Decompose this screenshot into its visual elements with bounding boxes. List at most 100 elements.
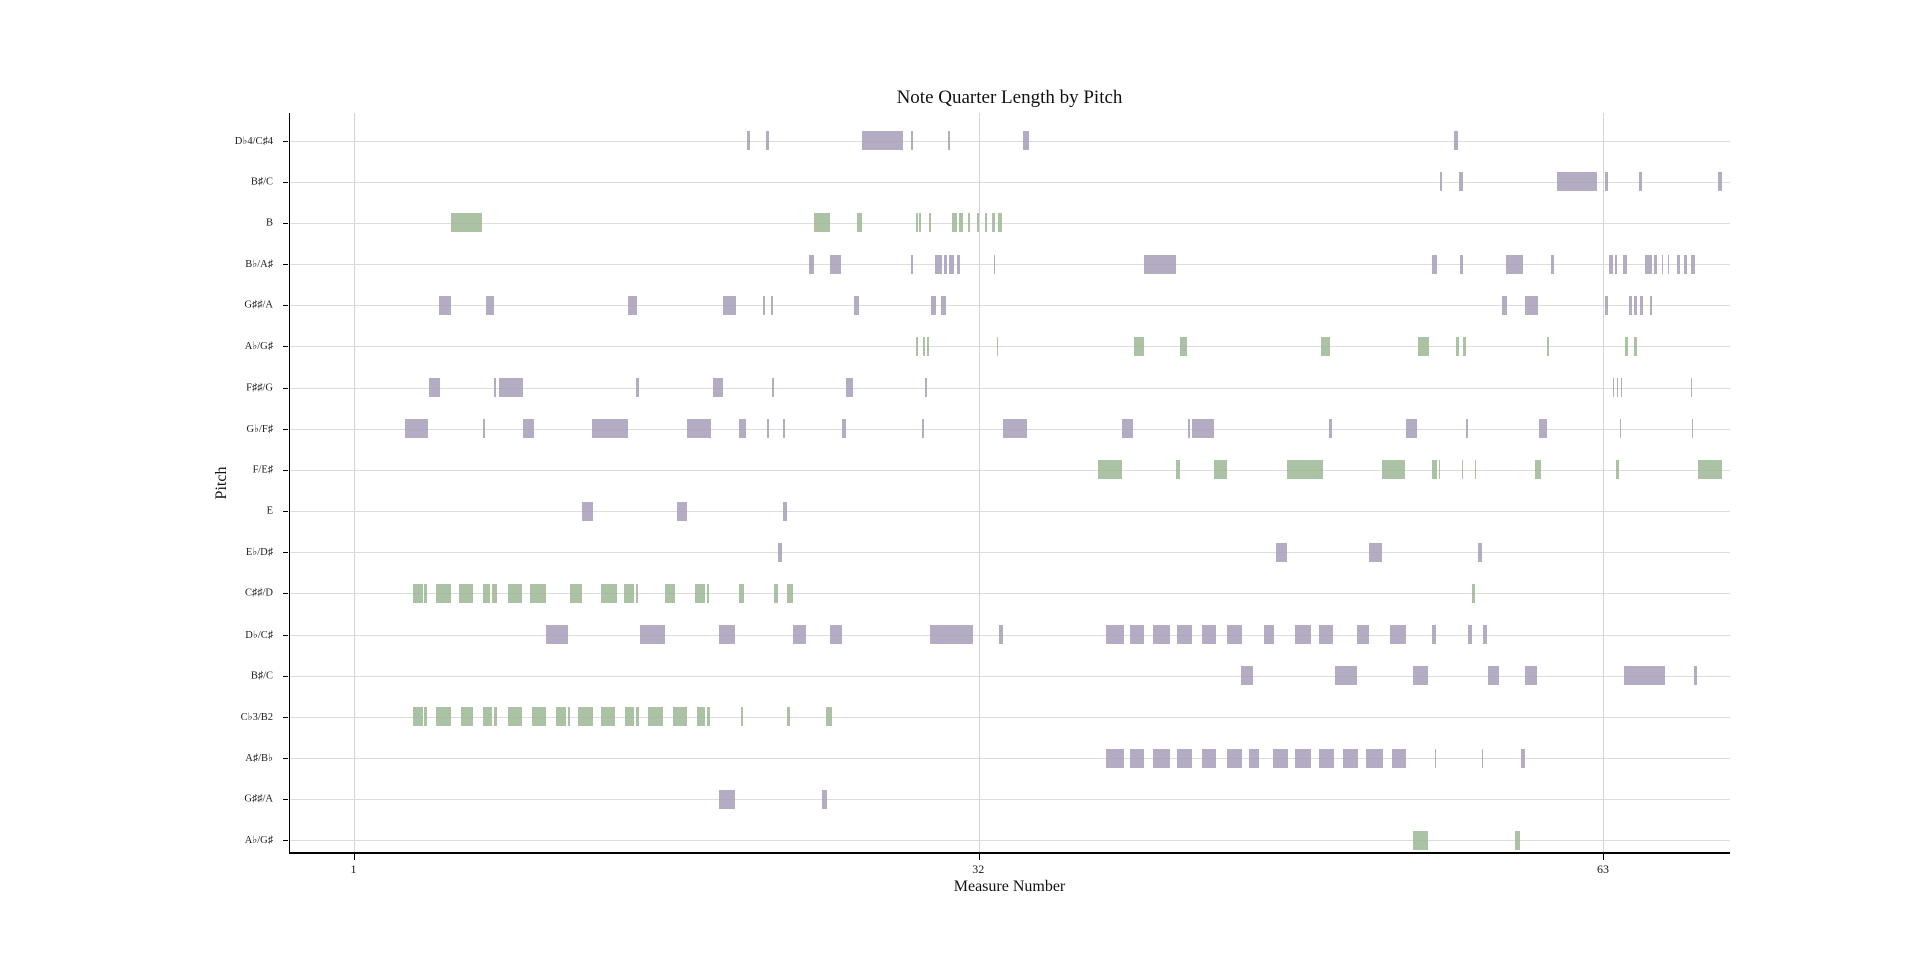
note-bar xyxy=(1335,666,1358,686)
note-bar xyxy=(1180,336,1188,356)
note-bar xyxy=(772,378,774,398)
y-tick-mark xyxy=(283,675,288,677)
note-bar xyxy=(1639,172,1643,192)
note-bar xyxy=(821,789,827,809)
note-bar xyxy=(984,213,987,233)
x-gridline xyxy=(1603,113,1605,852)
y-tick-mark xyxy=(283,346,288,348)
note-bar xyxy=(664,583,675,603)
note-bar xyxy=(1319,625,1334,645)
y-tick-label-pitch: A♭/G♯ xyxy=(244,341,273,353)
note-bar xyxy=(1129,748,1144,768)
y-tick-mark xyxy=(283,387,288,389)
note-bar xyxy=(991,213,996,233)
x-axis-label: Measure Number xyxy=(953,878,1066,895)
note-bar xyxy=(459,583,474,603)
x-tick-label: 32 xyxy=(972,862,985,876)
note-bar xyxy=(451,213,483,233)
y-tick-mark xyxy=(283,716,288,718)
note-bar xyxy=(1176,460,1181,480)
note-bar xyxy=(1717,172,1722,192)
note-bar xyxy=(718,625,736,645)
note-bar xyxy=(423,583,427,603)
plot-area xyxy=(283,113,1730,860)
note-bar xyxy=(545,625,568,645)
note-bar xyxy=(1483,625,1488,645)
y-tick-label-pitch: G♯♯/A xyxy=(244,299,273,311)
note-bar xyxy=(1226,748,1242,768)
note-bar xyxy=(1676,254,1680,274)
note-bar xyxy=(1431,460,1437,480)
note-bar xyxy=(923,336,925,356)
y-tick-mark xyxy=(283,552,288,554)
y-tick-label-pitch: C♯♯/D xyxy=(244,587,273,599)
note-bar xyxy=(1152,625,1171,645)
note-bar xyxy=(1524,295,1538,315)
note-bar xyxy=(1654,254,1658,274)
note-bar xyxy=(1520,748,1525,768)
note-bar xyxy=(1697,460,1722,480)
note-bar xyxy=(1609,254,1614,274)
y-gridline xyxy=(290,675,1730,677)
note-bar xyxy=(436,707,452,727)
note-bar xyxy=(1667,254,1670,274)
note-bar xyxy=(648,707,663,727)
note-bar xyxy=(793,625,806,645)
note-bar xyxy=(1454,131,1459,150)
note-bar xyxy=(1459,172,1464,192)
x-tick-mark xyxy=(978,854,980,860)
note-bar xyxy=(601,583,618,603)
note-bar xyxy=(787,583,794,603)
note-bar xyxy=(829,625,842,645)
note-bar xyxy=(404,419,428,439)
note-bar xyxy=(1391,748,1406,768)
note-bar xyxy=(808,254,814,274)
y-tick-mark xyxy=(283,222,288,224)
note-bar xyxy=(1620,419,1622,439)
note-bar xyxy=(1634,295,1638,315)
note-bar xyxy=(958,213,963,233)
note-bar xyxy=(1617,378,1619,398)
note-bar xyxy=(825,707,832,727)
y-tick-label-pitch: D♭/C♯ xyxy=(245,629,273,641)
note-bar xyxy=(676,501,687,521)
note-bar xyxy=(951,213,957,233)
note-bar xyxy=(1286,460,1324,480)
note-bar xyxy=(1693,666,1697,686)
note-bar xyxy=(636,583,639,603)
note-bar xyxy=(1023,131,1030,150)
note-bar xyxy=(766,131,769,150)
note-bar xyxy=(624,583,635,603)
note-bar xyxy=(636,707,640,727)
y-tick-label-pitch: B♯/C xyxy=(250,176,273,188)
note-bar xyxy=(911,131,914,150)
note-bar xyxy=(1294,625,1312,645)
note-bar xyxy=(813,213,830,233)
note-bar xyxy=(1177,625,1193,645)
note-bar xyxy=(578,707,594,727)
y-gridline xyxy=(290,758,1730,760)
note-bar xyxy=(1502,295,1508,315)
note-bar xyxy=(1478,542,1482,562)
note-bar xyxy=(1321,336,1331,356)
y-tick-label-pitch: D♭4/C♯4 xyxy=(234,135,273,147)
note-bar xyxy=(976,213,979,233)
note-bar xyxy=(911,254,913,274)
note-bar xyxy=(486,295,495,315)
note-bar xyxy=(707,583,710,603)
y-gridline xyxy=(290,387,1730,389)
note-bar xyxy=(948,254,954,274)
chart-title: Note Quarter Length by Pitch xyxy=(896,87,1123,108)
note-bar xyxy=(1650,295,1653,315)
note-bar xyxy=(1645,254,1653,274)
note-bar xyxy=(767,419,769,439)
note-bar xyxy=(993,254,996,274)
note-bar xyxy=(853,295,859,315)
note-bar xyxy=(739,419,747,439)
x-tick-mark xyxy=(1603,854,1605,860)
x-tick-label: 63 xyxy=(1597,862,1610,876)
note-bar xyxy=(787,707,791,727)
note-bar xyxy=(1417,336,1429,356)
note-bar xyxy=(1366,748,1383,768)
note-bar xyxy=(931,295,937,315)
